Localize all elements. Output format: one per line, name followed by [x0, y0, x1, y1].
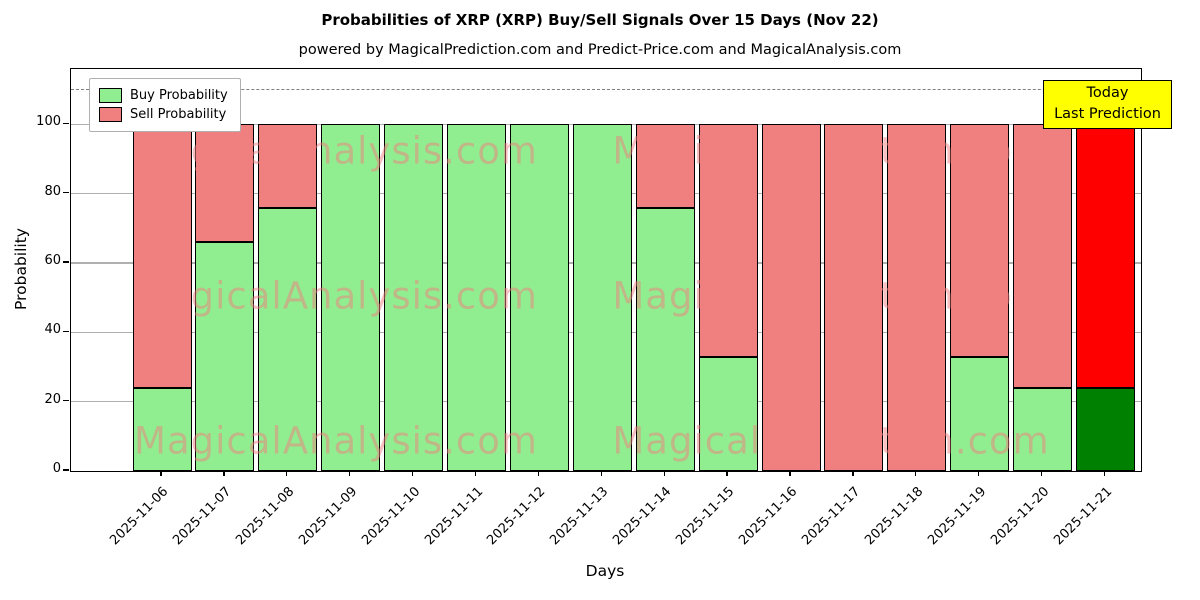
- x-tick-mark: [1103, 470, 1106, 476]
- watermark-text: MagicalAnalysis.com: [134, 274, 538, 318]
- bar-segment-sell: [635, 124, 695, 208]
- watermark-text: MagicalPrediction.com: [612, 129, 1050, 173]
- bar-segment-buy: [635, 207, 695, 471]
- x-tick-mark: [411, 470, 414, 476]
- y-tick-mark: [63, 330, 69, 333]
- x-tick-mark: [286, 470, 288, 476]
- x-tick-mark: [915, 470, 917, 476]
- legend-buy-label: Buy Probability: [130, 88, 228, 103]
- bar-segment-buy: [384, 124, 444, 471]
- y-tick-label: 60: [44, 253, 61, 269]
- x-tick-mark: [600, 470, 602, 476]
- x-tick-mark: [223, 470, 225, 476]
- bar-segment-buy: [132, 387, 192, 471]
- bar-segment-buy: [195, 242, 255, 471]
- x-tick-mark: [789, 470, 791, 476]
- bar-segment-sell: [258, 124, 318, 208]
- y-tick-mark: [63, 122, 69, 125]
- y-axis-label: Probability: [12, 228, 30, 310]
- watermark-text: MagicalPrediction.com: [612, 274, 1050, 318]
- chart-subtitle: powered by MagicalPrediction.com and Pre…: [298, 42, 902, 58]
- y-tick-label: 80: [44, 183, 61, 199]
- x-tick-mark: [349, 470, 351, 476]
- bar-segment-buy: [1076, 387, 1135, 471]
- x-tick-mark: [160, 470, 162, 476]
- y-tick-mark: [63, 469, 69, 471]
- x-tick-mark: [852, 470, 854, 476]
- watermark-text: MagicalAnalysis.com: [134, 129, 538, 173]
- bar-segment-buy: [950, 356, 1010, 471]
- y-tick-label: 40: [44, 322, 61, 338]
- y-tick-mark: [63, 261, 69, 263]
- x-tick-mark: [663, 470, 665, 476]
- buy-color-swatch-icon: [99, 88, 122, 103]
- legend-item-sell: Sell Probability: [99, 105, 228, 124]
- bar-segment-sell: [887, 124, 947, 471]
- x-tick-mark: [537, 470, 540, 476]
- legend-item-buy: Buy Probability: [99, 86, 228, 105]
- today-annotation-line2: Last Prediction: [1054, 106, 1161, 123]
- y-tick-label: 0: [52, 461, 61, 476]
- plot-area: Buy Probability Sell Probability Today L…: [70, 68, 1172, 472]
- today-annotation: Today Last Prediction: [1043, 80, 1172, 130]
- bar-segment-sell: [1013, 124, 1073, 388]
- bar-segment-buy: [447, 124, 506, 471]
- chart-title: Probabilities of XRP (XRP) Buy/Sell Sign…: [321, 11, 879, 29]
- bar-segment-buy: [1013, 387, 1073, 471]
- legend: Buy Probability Sell Probability: [89, 78, 241, 132]
- bar-segment-sell: [1076, 124, 1135, 388]
- bar-segment-sell: [195, 124, 255, 243]
- x-tick-mark: [726, 470, 728, 476]
- bar-segment-buy: [509, 124, 569, 471]
- watermark-text: MagicalAnalysis.com: [134, 419, 538, 463]
- y-tick-label: 100: [36, 114, 61, 130]
- x-tick-mark: [978, 470, 980, 476]
- legend-sell-label: Sell Probability: [130, 107, 227, 122]
- y-tick-mark: [63, 399, 69, 402]
- threshold-dashed-line: [71, 88, 1141, 90]
- bar-segment-sell: [950, 124, 1010, 357]
- today-annotation-line1: Today: [1086, 85, 1129, 101]
- bar-segment-buy: [698, 356, 758, 471]
- sell-color-swatch-icon: [99, 107, 122, 122]
- x-tick-mark: [474, 470, 477, 476]
- bar-segment-sell: [824, 124, 884, 471]
- watermark-text: MagicalPrediction.com: [612, 419, 1050, 463]
- y-tick-label: 20: [44, 391, 61, 407]
- bar-segment-buy: [258, 207, 318, 471]
- bar-segment-buy: [321, 124, 381, 471]
- x-axis-label: Days: [585, 562, 625, 580]
- bar-segment-buy: [572, 124, 632, 471]
- bar-segment-sell: [761, 124, 821, 471]
- y-tick-mark: [63, 192, 69, 194]
- x-tick-mark: [1040, 470, 1043, 476]
- bar-segment-sell: [698, 124, 758, 357]
